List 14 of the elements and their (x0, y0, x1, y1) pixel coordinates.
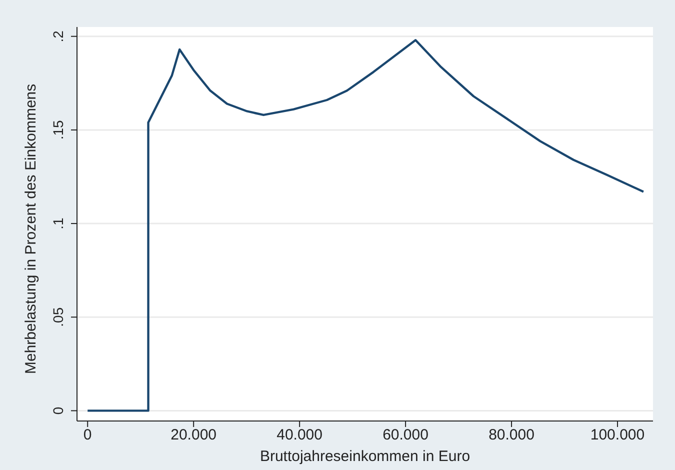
y-tick-label: 0 (50, 406, 66, 415)
x-tick-label: 60.000 (382, 426, 428, 444)
x-tick-label: 80.000 (488, 426, 534, 444)
x-tick-label: 100.000 (590, 426, 645, 444)
y-tick-label: .05 (50, 307, 66, 327)
x-tick-label: 40.000 (276, 426, 323, 444)
y-tick-label: .1 (50, 217, 66, 230)
y-tick-label: .2 (50, 30, 66, 42)
line-series (86, 39, 645, 412)
y-tick-label: .15 (50, 120, 66, 140)
y-axis-title: Mehrbelastung in Prozent des Einkommens (22, 84, 40, 374)
x-tick-label: 0 (83, 426, 92, 444)
x-tick-label: 20.000 (170, 426, 217, 444)
x-axis-title: Bruttojahreseinkommen in Euro (260, 448, 470, 465)
